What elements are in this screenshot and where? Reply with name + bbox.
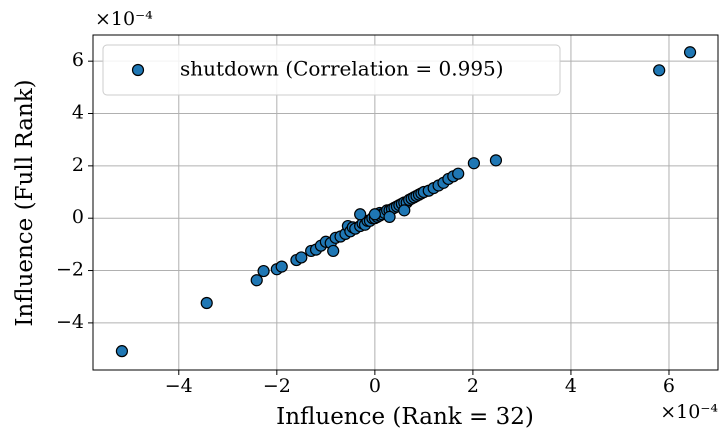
- y-offset-label: ×10⁻⁴: [95, 8, 153, 30]
- point: [327, 244, 340, 258]
- y-tick-label: 0: [72, 206, 84, 228]
- x-tick-label: −2: [263, 375, 291, 397]
- y-tick-label: −4: [56, 311, 84, 333]
- y-tick-label: −2: [56, 259, 84, 281]
- x-tick-label: 6: [663, 375, 675, 397]
- point: [275, 260, 288, 273]
- x-offset-label: ×10⁻⁴: [660, 401, 718, 423]
- point: [489, 154, 503, 167]
- legend-box: [102, 44, 561, 96]
- y-tick-label: 2: [72, 154, 84, 176]
- point: [683, 46, 697, 59]
- x-axis-label: Influence (Rank = 32): [276, 404, 534, 430]
- y-tick-label: 4: [72, 102, 84, 124]
- point: [398, 204, 411, 217]
- point: [354, 208, 367, 221]
- point: [250, 274, 263, 287]
- plot-frame: [92, 34, 719, 371]
- x-tick-label: 4: [565, 375, 577, 397]
- point: [257, 264, 270, 278]
- point: [200, 296, 213, 310]
- point: [467, 157, 480, 170]
- x-tick-label: 0: [369, 375, 381, 397]
- point: [383, 210, 396, 223]
- legend: shutdown (Correlation = 0.995): [102, 44, 561, 96]
- legend-marker: [131, 63, 145, 77]
- point: [368, 208, 381, 221]
- x-tick-label: −4: [165, 375, 193, 397]
- y-axis-label: Influence (Full Rank): [12, 79, 38, 326]
- y-tick-label: 6: [72, 49, 84, 71]
- point: [295, 251, 308, 264]
- point: [653, 64, 666, 77]
- x-tick-label: 2: [467, 375, 479, 397]
- point: [115, 345, 129, 358]
- legend-label: shutdown (Correlation = 0.995): [180, 57, 504, 81]
- point: [452, 167, 465, 180]
